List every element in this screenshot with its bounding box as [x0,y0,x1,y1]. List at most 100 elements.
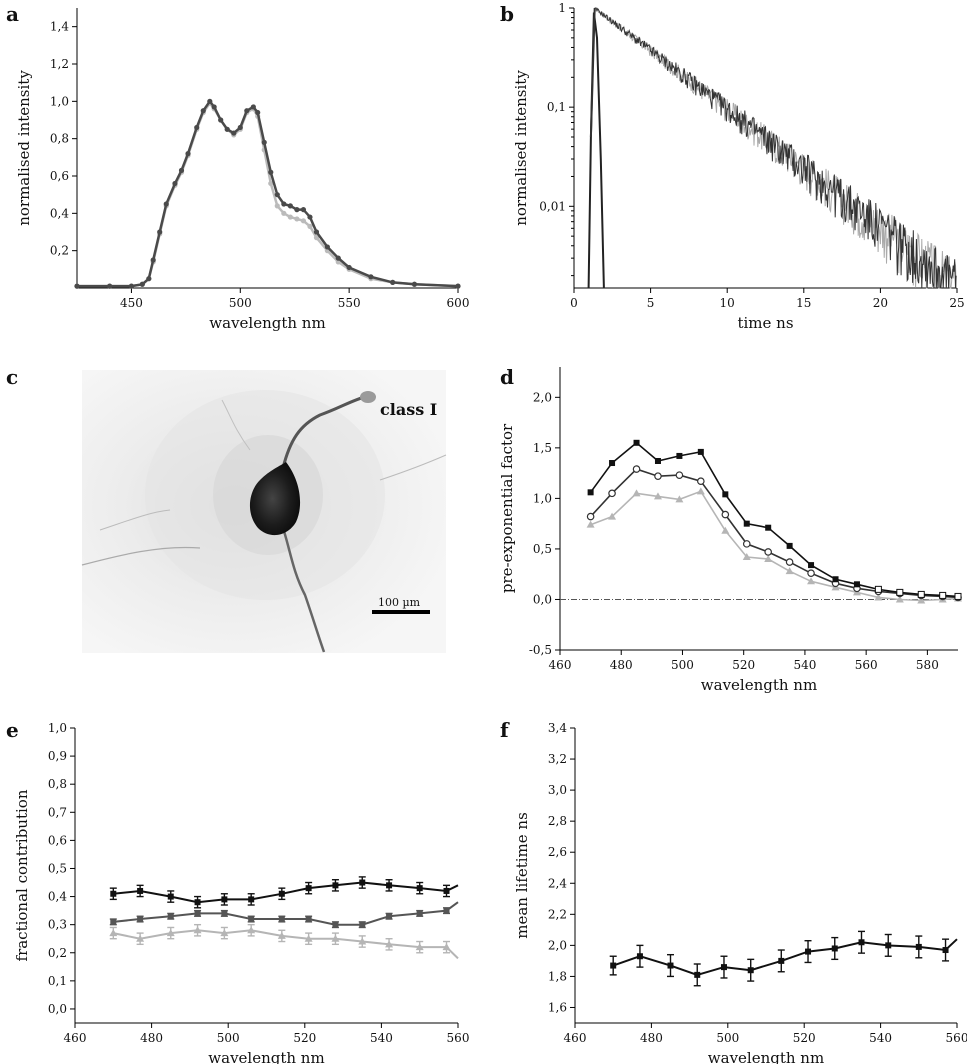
pre-exp-point [765,524,772,531]
x-tick-label: 25 [949,296,964,310]
y-tick-label: 0,5 [533,542,552,556]
neurite-tip [360,391,376,403]
fraction-point [248,916,255,923]
x-tick-label: 480 [610,658,633,672]
spectrum-point [294,207,300,213]
spectrum-point [313,235,320,241]
x-axis-label: wavelength nm [209,314,325,332]
y-tick-label: 1,2 [50,57,69,71]
spectrum-point [139,281,145,287]
y-tick-label: 1,8 [548,969,567,983]
spectrum-point [150,257,156,263]
y-tick-label: 1,0 [533,491,552,505]
x-tick-label: 500 [229,296,252,310]
x-tick-label: 0 [570,296,578,310]
spectrum-point [324,244,330,250]
pre-exp-point [917,596,926,604]
fraction-point [167,893,174,900]
y-tick-label: 0,6 [50,169,69,183]
y-tick-label: 0,8 [48,777,67,791]
panel-label-d: d [500,365,514,389]
pre-exp-point [632,465,641,473]
spectrum-point [128,283,135,289]
spectrum-point [274,203,280,209]
spectrum-point [268,169,274,175]
pre-exp-point [697,448,704,455]
pre-exp-point [764,548,772,556]
x-tick-label: 560 [447,1031,470,1045]
lifetime-point [885,942,892,949]
fraction-point [304,934,313,942]
fraction-line-series-3 [113,929,459,960]
spectrum-point [313,229,320,235]
y-tick-label: 0,7 [48,805,67,819]
pre-exp-point [895,595,904,603]
panel-label-e: e [6,718,19,742]
y-tick-label: 1,6 [548,1000,567,1014]
fraction-point [221,910,228,917]
spectrum-line-series-2 [77,101,459,288]
fraction-point [442,943,451,951]
pre-exp-point [808,562,815,569]
spectrum-point [281,210,287,216]
pre-exp-point [721,510,730,519]
spectrum-point [268,180,274,187]
lifetime-point [694,971,701,978]
lifetime-point [636,953,643,960]
spectrum-point [172,180,178,187]
spectrum-point [300,218,307,224]
fraction-point [358,937,367,945]
fraction-point [136,934,145,942]
spectrum-point [255,109,261,116]
fraction-point [220,929,229,937]
pre-exp-point [654,457,661,464]
pre-exp-point [785,558,794,566]
fraction-point [415,943,424,951]
y-tick-label: 3,0 [548,783,567,797]
spectrum-point [163,201,169,207]
y-axis-label: fractional contribution [13,789,31,961]
pre-exp-point [743,520,750,527]
pre-exp-point [874,585,882,593]
pre-exp-point [633,439,640,446]
fraction-point [248,896,255,903]
x-tick-label: 500 [671,658,694,672]
x-axis-label: time ns [737,314,793,332]
x-axis-label: wavelength nm [701,676,817,694]
x-tick-label: 520 [293,1031,316,1045]
spectrum-point [74,283,80,289]
neurite-dendrite [280,524,326,653]
instrument-response-line [587,12,605,289]
spectrum-point [455,283,461,289]
spectrum-point [207,98,213,104]
fraction-point [332,882,339,889]
pre-exp-point [697,477,705,486]
fraction-point [194,899,201,906]
x-tick-label: 460 [549,658,572,672]
fraction-point [443,907,450,914]
spectrum-point [346,264,352,271]
y-tick-label: 0,6 [48,833,67,847]
x-tick-label: 520 [732,658,755,672]
fraction-point [166,929,175,937]
y-tick-label: 0,3 [48,918,67,932]
pre-exp-point [785,567,794,575]
fraction-point [221,896,228,903]
x-tick-label: 10 [720,296,735,310]
fraction-point [305,916,312,923]
lifetime-point [778,957,785,964]
spectrum-point [274,192,280,198]
pre-exp-point [609,460,616,467]
pre-exp-point [675,495,684,503]
chart-f-lifetime: 460 480 500 520 540 560 1,6 1,8 2,0 2,2 2,4 2,6 2,8 3… [513,721,967,1064]
pre-exp-point [807,577,816,585]
decay-rise-line [589,7,596,138]
lifetime-line-series-1 [612,938,958,976]
spectrum-point [261,139,267,145]
y-tick-label: 0,2 [50,244,69,258]
neurite-axon [281,394,369,469]
x-tick-label: 5 [647,296,655,310]
fraction-point [385,940,394,948]
y-tick-label: -0,5 [529,643,552,657]
lifetime-point [805,948,812,955]
